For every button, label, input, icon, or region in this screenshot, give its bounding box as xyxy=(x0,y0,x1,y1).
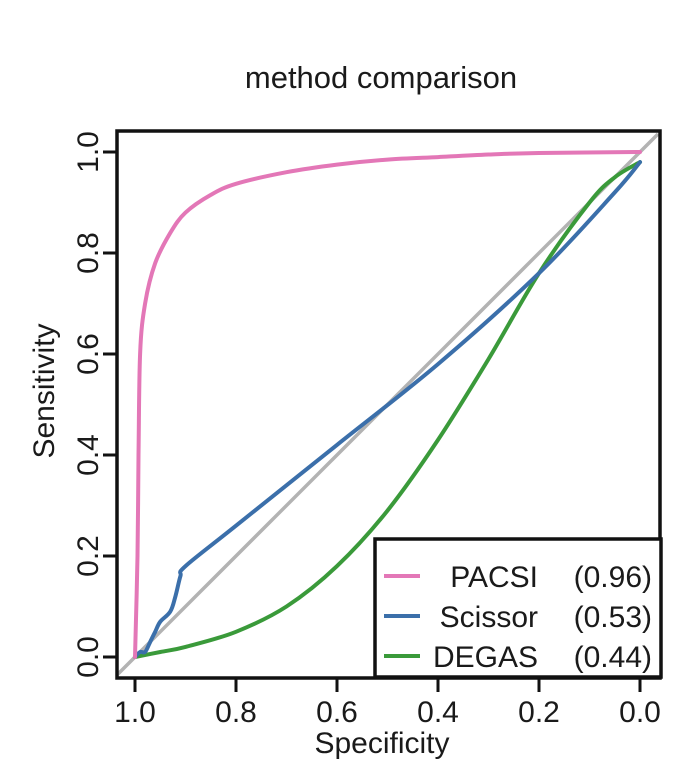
y-tick-label: 0.0 xyxy=(72,636,105,678)
legend-auc-degas: (0.44) xyxy=(574,641,652,674)
x-tick-label: 1.0 xyxy=(114,696,156,729)
chart-title: method comparison xyxy=(245,60,517,95)
x-axis: 1.0 0.8 0.6 0.4 0.2 0.0 xyxy=(114,678,661,729)
y-axis-label: Sensitivity xyxy=(28,323,61,458)
legend-auc-scissor: (0.53) xyxy=(574,601,652,634)
x-tick-label: 0.8 xyxy=(215,696,257,729)
x-tick-label: 0.6 xyxy=(316,696,358,729)
y-tick-label: 0.6 xyxy=(72,333,105,375)
legend-box xyxy=(373,537,663,679)
y-axis: 0.0 0.2 0.4 0.6 0.8 1.0 xyxy=(72,131,117,678)
y-tick-label: 0.8 xyxy=(72,232,105,274)
legend-label-scissor: Scissor xyxy=(440,601,538,634)
x-tick-label: 0.4 xyxy=(417,696,459,729)
y-tick-label: 0.2 xyxy=(72,535,105,577)
y-tick-label: 1.0 xyxy=(72,131,105,173)
legend: PACSI (0.96) Scissor (0.53) DEGAS (0.44) xyxy=(373,537,663,679)
y-tick-label: 0.4 xyxy=(72,434,105,476)
x-tick-label: 0.2 xyxy=(518,696,560,729)
series-line-pacsi xyxy=(133,150,642,659)
legend-label-pacsi: PACSI xyxy=(450,561,538,594)
x-tick-label: 0.0 xyxy=(619,696,661,729)
series-line-scissor xyxy=(133,160,642,659)
series-layer xyxy=(133,150,642,659)
series-line-degas xyxy=(133,160,642,659)
legend-label-degas: DEGAS xyxy=(433,641,538,674)
x-axis-label: Specificity xyxy=(314,727,449,760)
legend-auc-pacsi: (0.96) xyxy=(574,561,652,594)
